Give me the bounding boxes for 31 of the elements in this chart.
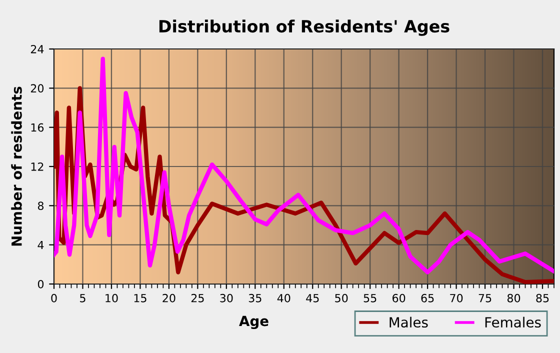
x-tick-label: 75 xyxy=(478,294,492,302)
x-tick-label: 45 xyxy=(306,294,319,302)
x-axis-title: Age xyxy=(239,316,268,330)
x-tick-label: 55 xyxy=(364,294,376,302)
x-tick-label: 50 xyxy=(335,294,348,302)
line-series xyxy=(54,56,554,274)
x-tick-label: 35 xyxy=(248,294,262,302)
x-tick-label: 15 xyxy=(134,294,146,302)
y-tick-label: 20 xyxy=(30,84,44,93)
y-tick-label: 12 xyxy=(31,162,44,171)
x-tick-label: 10 xyxy=(106,294,118,302)
x-tick-label: 60 xyxy=(392,294,406,302)
y-tick-label: 16 xyxy=(31,123,44,132)
x-tick-label: 20 xyxy=(162,294,176,302)
x-tick-label: 30 xyxy=(220,294,233,302)
legend-label: Males xyxy=(390,316,428,328)
x-tick-label: 80 xyxy=(507,294,520,302)
legend-label: Females xyxy=(485,316,541,328)
x-tick-label: 5 xyxy=(80,294,86,302)
x-tick-label: 85 xyxy=(536,294,549,302)
x-tick-label: 65 xyxy=(421,294,434,302)
y-axis-title: Number of residents xyxy=(11,86,22,246)
x-tick-label: 0 xyxy=(51,294,57,302)
y-tick-label: 0 xyxy=(38,280,44,288)
x-tick-label: 70 xyxy=(450,294,463,302)
y-tick-label: 4 xyxy=(38,240,44,250)
x-tick-label: 25 xyxy=(191,294,204,302)
chart-title: Distribution of Residents' Ages xyxy=(159,20,450,36)
y-tick-label: 24 xyxy=(30,44,44,54)
y-tick-label: 8 xyxy=(38,202,44,210)
x-tick-label: 40 xyxy=(277,294,290,302)
